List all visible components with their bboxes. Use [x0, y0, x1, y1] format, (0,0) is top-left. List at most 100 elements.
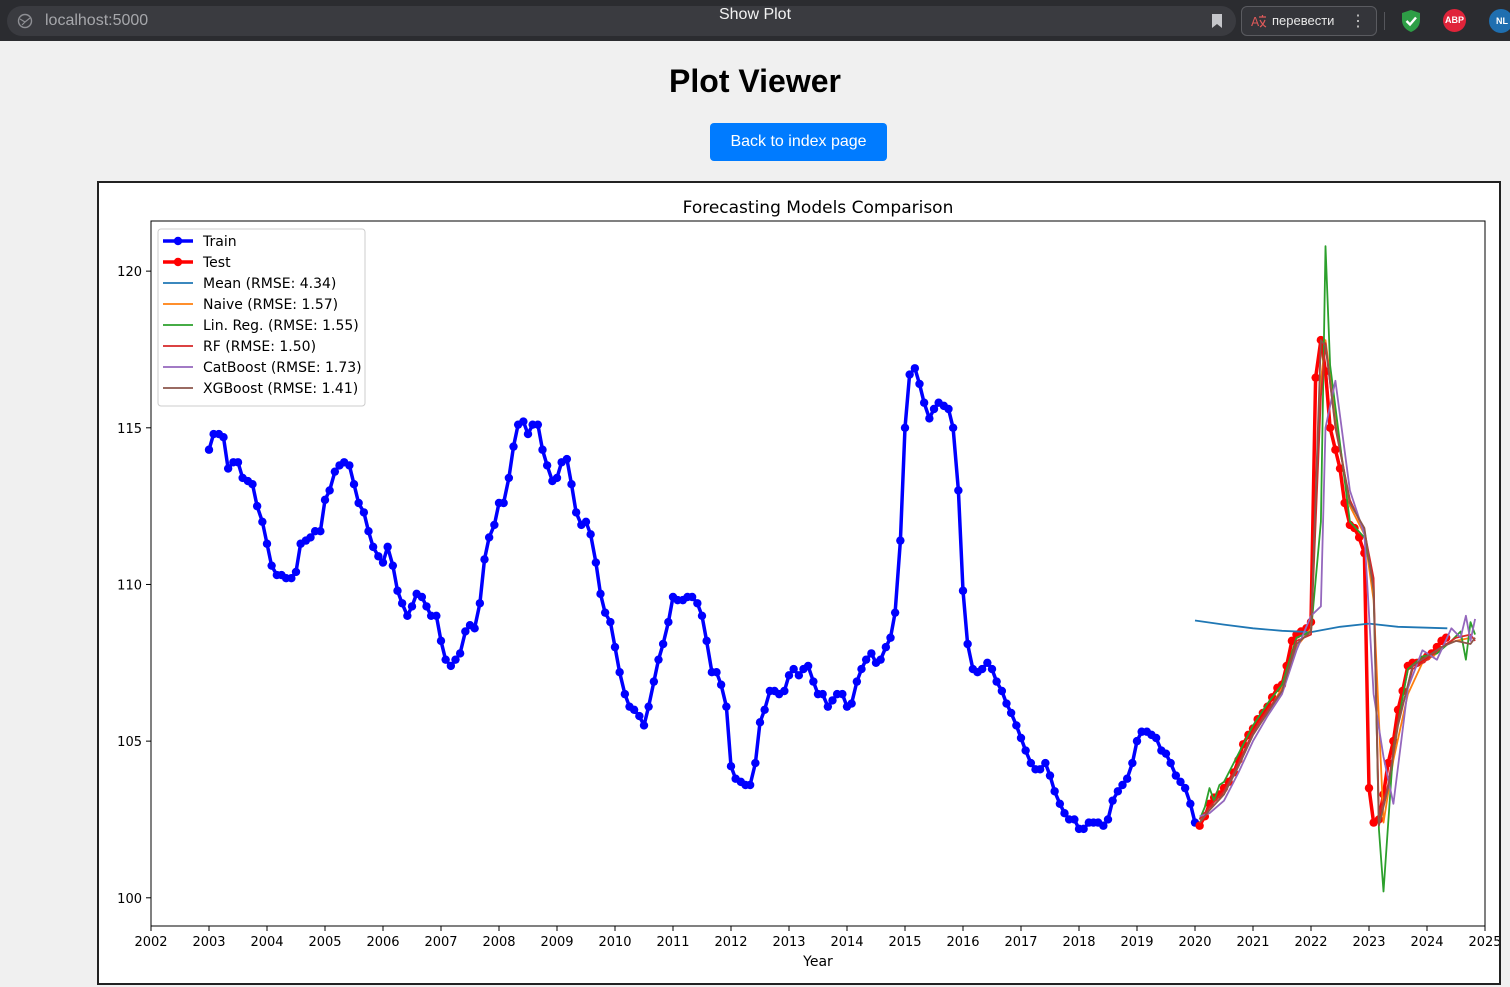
forecast-line	[1194, 619, 1448, 634]
train-point	[693, 599, 702, 608]
train-point	[948, 423, 958, 432]
train-point	[954, 486, 963, 495]
train-point	[639, 721, 649, 730]
x-tick-label: 2006	[366, 935, 399, 950]
train-point	[1186, 799, 1195, 808]
x-tick-label: 2019	[1120, 935, 1153, 950]
train-point	[712, 668, 721, 677]
train-point	[997, 686, 1007, 696]
plot-area	[150, 220, 1486, 927]
toolbar-separator	[1384, 12, 1385, 30]
x-tick-label: 2021	[1236, 935, 1269, 950]
translate-button[interactable]: A перевести ⋮	[1241, 6, 1377, 36]
adblock-icon[interactable]: ABP	[1443, 9, 1466, 32]
train-point	[1113, 787, 1123, 796]
train-point	[258, 517, 267, 526]
x-tick-label: 2025	[1468, 935, 1499, 950]
test-point	[1325, 423, 1335, 432]
train-point	[992, 677, 1001, 686]
x-tick-label: 2023	[1352, 935, 1385, 950]
train-point	[794, 671, 804, 680]
train-point	[499, 498, 508, 508]
x-tick-label: 2017	[1004, 935, 1037, 950]
train-point	[1122, 774, 1132, 783]
train-point	[233, 458, 243, 467]
train-point	[919, 398, 929, 407]
train-point	[1070, 815, 1079, 824]
forecast-line	[1198, 245, 1476, 893]
train-point	[596, 589, 605, 599]
x-tick-label: 2024	[1410, 935, 1443, 950]
train-point	[1016, 733, 1026, 743]
train-point	[364, 527, 373, 536]
train-point	[248, 480, 257, 489]
train-point	[393, 586, 402, 595]
y-axis: 100 105 110 115 120	[117, 265, 151, 907]
y-tick-label: 100	[117, 892, 142, 907]
train-point	[654, 655, 663, 664]
x-tick-label: 2011	[656, 935, 689, 950]
train-point	[378, 558, 388, 567]
train-point	[397, 599, 407, 608]
train-point	[1108, 796, 1117, 805]
train-point	[886, 633, 895, 642]
train-point	[461, 627, 470, 636]
train-point	[542, 461, 552, 470]
x-tick-label: 2018	[1062, 935, 1095, 950]
train-point	[383, 542, 392, 552]
address-bar[interactable]: localhost:5000	[7, 6, 1236, 36]
train-point	[320, 495, 330, 505]
train-point	[436, 636, 446, 646]
train-point	[925, 414, 934, 423]
test-point	[1331, 445, 1340, 454]
train-point	[722, 702, 731, 711]
train-point	[977, 664, 987, 674]
nl-extension-icon[interactable]: NL	[1489, 9, 1510, 33]
train-point	[538, 445, 547, 454]
train-point	[1166, 758, 1175, 768]
train-point	[929, 404, 939, 414]
train-point	[867, 649, 876, 658]
x-axis-label: Year	[802, 954, 833, 970]
legend-label: Mean (RMSE: 4.34)	[203, 276, 336, 292]
train-point	[470, 624, 479, 633]
train-point	[504, 473, 514, 483]
train-point	[610, 642, 620, 652]
train-point	[330, 467, 340, 476]
train-point	[552, 473, 562, 483]
browser-toolbar: localhost:5000 Show Plot A перевести ⋮ A…	[0, 0, 1510, 41]
y-tick-label: 105	[117, 735, 142, 750]
x-tick-label: 2020	[1178, 935, 1211, 950]
bookmark-icon[interactable]	[1208, 12, 1226, 30]
train-point	[1118, 780, 1127, 790]
train-point	[915, 379, 924, 389]
site-info-icon[interactable]	[17, 13, 33, 29]
translate-icon: A	[1251, 15, 1267, 29]
forecast-chart: Forecasting Models Comparison 2002 2003 20…	[117, 198, 1499, 970]
x-tick-label: 2008	[482, 935, 515, 950]
train-point	[910, 364, 920, 373]
train-point	[629, 705, 639, 714]
legend-label: Train	[202, 234, 237, 250]
train-point	[325, 486, 334, 495]
train-point	[359, 508, 369, 517]
train-point	[809, 677, 818, 686]
train-point	[562, 454, 572, 464]
back-to-index-button[interactable]: Back to index page	[710, 123, 887, 161]
train-point	[1045, 771, 1055, 780]
train-point	[905, 370, 914, 379]
train-point	[780, 686, 789, 696]
test-point	[1364, 783, 1374, 793]
train-point	[586, 530, 595, 539]
train-point	[823, 702, 833, 711]
x-tick-label: 2009	[540, 935, 573, 950]
train-point	[1171, 771, 1181, 780]
more-options-icon[interactable]: ⋮	[1350, 13, 1366, 30]
url-text[interactable]: localhost:5000	[45, 12, 149, 29]
legend-marker	[173, 257, 183, 267]
shield-check-icon[interactable]	[1400, 9, 1422, 33]
train-point	[490, 520, 499, 530]
train-point	[760, 705, 769, 714]
train-point	[287, 574, 296, 583]
x-tick-label: 2013	[772, 935, 805, 950]
